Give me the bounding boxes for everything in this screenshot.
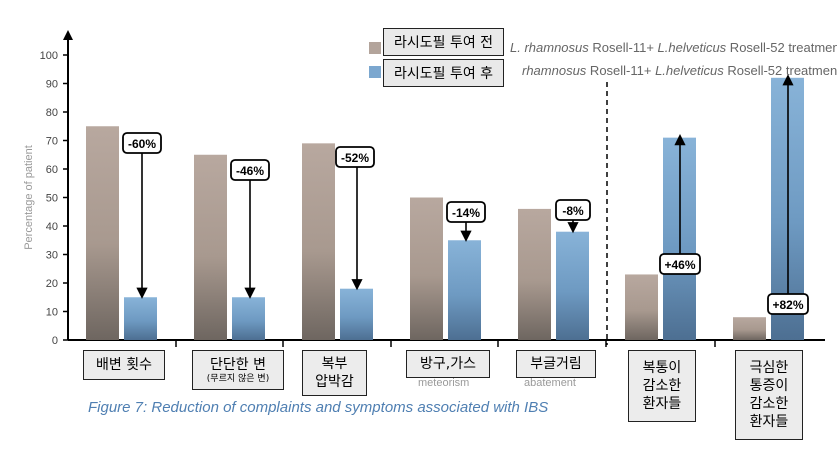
change-badge-label: +82% <box>772 298 803 312</box>
change-badge-box <box>446 201 486 223</box>
ghost-strain-4: Rosell-52 treatment <box>723 63 837 78</box>
change-badge: -60% <box>122 132 162 154</box>
y-tick-label: 80 <box>46 107 58 119</box>
category-7-line-4: 환자들 <box>749 414 789 430</box>
change-badge: +82% <box>767 293 809 315</box>
category-1-line-1: 배변 횟수 <box>96 357 152 373</box>
bars <box>86 77 804 341</box>
y-tick-label: 0 <box>52 335 58 347</box>
change-badge: +46% <box>659 253 701 275</box>
y-tick-label: 30 <box>46 250 58 262</box>
category-7-line-2: 통증이 <box>749 378 789 394</box>
category-label-rumbling: 부글거림 <box>516 350 596 378</box>
category-label-bowel-frequency: 배변 횟수 <box>83 350 165 380</box>
bar-after <box>232 297 265 340</box>
y-tick-label: 90 <box>46 79 58 91</box>
bar-before <box>194 154 227 340</box>
category-7-line-3: 감소한 <box>749 396 789 412</box>
bar-before <box>86 126 119 340</box>
bar-before <box>410 197 443 340</box>
category-6-line-1: 복통이 <box>642 360 682 376</box>
bar-before <box>733 317 766 340</box>
legend-swatch-after <box>369 66 381 78</box>
change-badge-box <box>335 146 375 168</box>
y-tick-label: 50 <box>46 193 58 205</box>
ghost-label-meteorism: meteorism <box>418 377 470 389</box>
legend-label-before: 라시도필 투여 전 <box>383 28 505 56</box>
category-7-line-1: 극심한 <box>749 360 789 376</box>
category-2-line-1: 단단한 변 <box>210 356 266 373</box>
bar-after <box>556 231 589 340</box>
change-badge: -8% <box>555 199 591 221</box>
legend-label-after: 라시도필 투여 후 <box>383 59 505 87</box>
category-4-line-1: 방구,가스 <box>420 356 476 372</box>
change-badge-label: -14% <box>452 206 480 220</box>
category-3-line-2: 압박감 <box>315 374 354 390</box>
category-label-abdominal-pain: 복통이 감소한 환자들 <box>628 350 696 422</box>
change-badge: -14% <box>446 201 486 223</box>
bar-after <box>124 297 157 340</box>
change-badge-box <box>767 293 809 315</box>
category-label-hard-stool: 단단한 변 (무르지 않은 변) <box>192 350 284 390</box>
bar-before <box>302 143 335 340</box>
change-badge: -46% <box>230 159 270 181</box>
change-badge-label: -60% <box>128 137 156 151</box>
change-badge-box <box>555 199 591 221</box>
category-5-line-1: 부글거림 <box>530 356 582 372</box>
bar-before <box>625 274 658 340</box>
legend-ghost-before: L. rhamnosus Rosell-11+ L.helveticus Ros… <box>510 40 837 55</box>
ghost-species-2: L.helveticus <box>657 40 727 55</box>
figure-caption: Figure 7: Reduction of complaints and sy… <box>88 399 549 416</box>
ghost-species-4: L.helveticus <box>655 63 724 78</box>
ghost-species-1: L. rhamnosus <box>510 40 589 55</box>
category-2-sublabel: (무르지 않은 변) <box>206 373 270 384</box>
change-badge-label: -8% <box>562 204 584 218</box>
category-6-line-3: 환자들 <box>642 396 682 412</box>
ghost-label-abatement: abatement <box>524 377 576 389</box>
change-badge-box <box>659 253 701 275</box>
y-tick-label: 70 <box>46 136 58 148</box>
bar-after <box>340 288 373 340</box>
category-3-line-1: 복부 <box>321 356 348 372</box>
change-badge-box <box>230 159 270 181</box>
ghost-strain-2: Rosell-52 treatment <box>726 40 837 55</box>
y-tick-label: 60 <box>46 164 58 176</box>
category-label-abdominal-pressure: 복부 압박감 <box>302 350 367 396</box>
y-tick-label: 40 <box>46 221 58 233</box>
legend-swatch-before <box>369 42 381 54</box>
change-badge-label: +46% <box>664 258 695 272</box>
bar-after <box>448 240 481 340</box>
ghost-strain-3: Rosell-11+ <box>586 63 656 78</box>
change-annotations: -60% -46% -52% -14% -8% +46% +82% <box>122 74 809 315</box>
ghost-species-3: rhamnosus <box>522 63 587 78</box>
bar-before <box>518 208 551 340</box>
y-tick-label: 100 <box>40 50 58 62</box>
change-badge-label: -46% <box>236 164 264 178</box>
change-badge: -52% <box>335 146 375 168</box>
y-axis-arrowhead <box>63 30 73 40</box>
category-label-severe-pain: 극심한 통증이 감소한 환자들 <box>735 350 803 440</box>
change-badge-box <box>122 132 162 154</box>
ghost-strain-1: Rosell-11+ <box>588 40 658 55</box>
legend-ghost-after: rhamnosus Rosell-11+ L.helveticus Rosell… <box>522 63 837 78</box>
category-label-gas: 방구,가스 <box>406 350 490 378</box>
category-6-line-2: 감소한 <box>642 378 682 394</box>
y-axis-title: Percentage of patient <box>23 145 35 250</box>
y-tick-label: 10 <box>46 307 58 319</box>
change-badge-label: -52% <box>341 151 369 165</box>
y-tick-label: 20 <box>46 278 58 290</box>
